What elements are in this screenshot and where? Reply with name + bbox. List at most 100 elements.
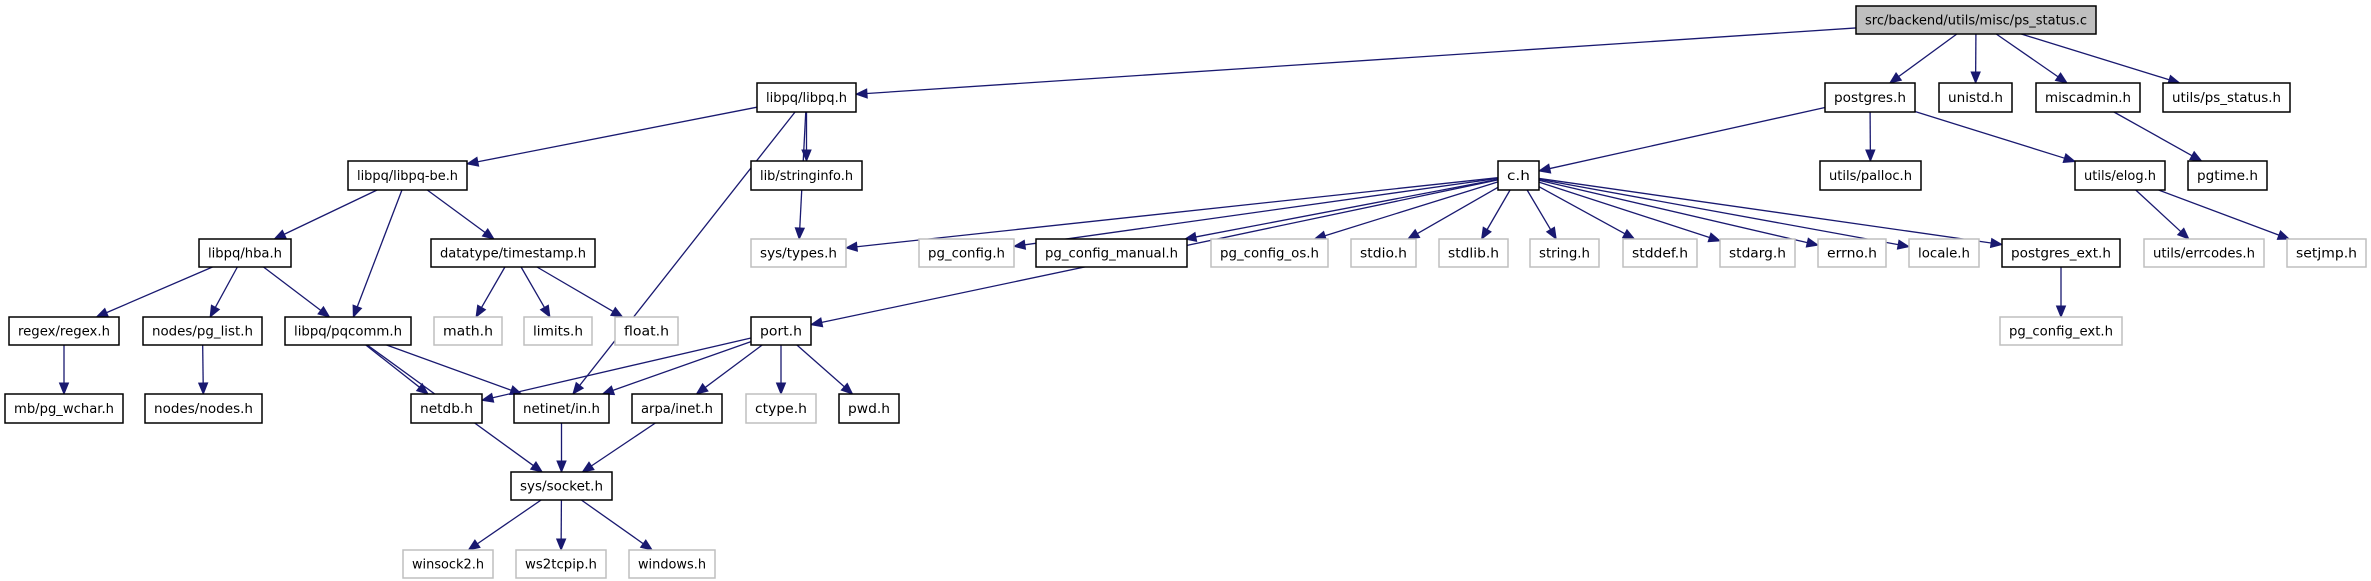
edge-line	[536, 266, 614, 313]
node-regex_h[interactable]: regex/regex.h	[8, 316, 120, 346]
node-elog_h[interactable]: utils/elog.h	[2074, 160, 2166, 191]
node-label: datatype/timestamp.h	[440, 247, 586, 262]
node-timestamp_h[interactable]: datatype/timestamp.h	[430, 238, 596, 268]
node-pg_wchar_h[interactable]: mb/pg_wchar.h	[4, 393, 124, 424]
node-pwd_h[interactable]: pwd.h	[838, 393, 900, 424]
node-box	[1350, 238, 1417, 268]
node-box	[750, 238, 847, 268]
node-pg_config_ext_h[interactable]: pg_config_ext.h	[1999, 316, 2123, 346]
arrowhead-icon	[1406, 228, 1421, 240]
node-errno_h[interactable]: errno.h	[1817, 238, 1887, 268]
node-ctype_h[interactable]: ctype.h	[745, 393, 817, 424]
node-libpq_h[interactable]: libpq/libpq.h	[756, 82, 857, 113]
node-label: stdarg.h	[1729, 247, 1786, 262]
edge-port_h-to-pwd_h	[796, 344, 854, 395]
node-stringinfo_h[interactable]: lib/stringinfo.h	[750, 160, 863, 191]
node-netdb_h[interactable]: netdb.h	[410, 393, 483, 424]
node-box	[347, 160, 468, 191]
node-box	[2286, 238, 2367, 268]
edge-sys_socket_h-to-ws2tcpip_h	[555, 499, 567, 552]
node-pqcomm_h[interactable]: libpq/pqcomm.h	[284, 316, 412, 346]
arrowhead-icon	[197, 382, 209, 396]
arrowhead-icon	[609, 306, 624, 318]
node-box	[2143, 238, 2265, 268]
arrowhead-icon	[2176, 227, 2190, 240]
node-box	[2001, 238, 2121, 268]
node-pg_config_manual_h[interactable]: pg_config_manual.h	[1035, 238, 1188, 268]
node-box	[1819, 160, 1922, 191]
node-libpq_be_h[interactable]: libpq/libpq-be.h	[347, 160, 468, 191]
edge-line	[2135, 189, 2182, 233]
node-c_h[interactable]: c.h	[1497, 160, 1540, 191]
node-label: libpq/libpq-be.h	[357, 169, 458, 184]
edge-libpq_be_h-to-timestamp_h	[426, 189, 496, 240]
node-pg_list_h[interactable]: nodes/pg_list.h	[142, 316, 263, 346]
node-stddef_h[interactable]: stddef.h	[1622, 238, 1698, 268]
edge-line	[1538, 186, 1626, 235]
arrowhead-icon	[2054, 72, 2069, 84]
node-box	[523, 316, 593, 346]
node-windows_h[interactable]: windows.h	[628, 549, 716, 579]
edge-miscadmin_h-to-pgtime_h	[2113, 111, 2203, 162]
node-box	[750, 316, 812, 346]
node-errcodes_h[interactable]: utils/errcodes.h	[2143, 238, 2265, 268]
node-postgres_h[interactable]: postgres.h	[1824, 82, 1916, 113]
node-label: windows.h	[638, 558, 706, 573]
node-label: locale.h	[1918, 247, 1970, 262]
node-ps_status_c[interactable]: src/backend/utils/misc/ps_status.c	[1855, 5, 2097, 35]
node-nodes_h[interactable]: nodes/nodes.h	[144, 393, 263, 424]
node-miscadmin_h[interactable]: miscadmin.h	[2035, 82, 2141, 113]
node-label: c.h	[1507, 169, 1530, 184]
node-limits_h[interactable]: limits.h	[523, 316, 593, 346]
arrowhead-icon	[1012, 239, 1027, 250]
arrowhead-icon	[352, 304, 363, 319]
node-box	[1035, 238, 1188, 268]
node-pg_config_h[interactable]: pg_config.h	[918, 238, 1015, 268]
node-locale_h[interactable]: locale.h	[1908, 238, 1980, 268]
node-stdarg_h[interactable]: stdarg.h	[1719, 238, 1796, 268]
node-label: libpq/pqcomm.h	[294, 325, 402, 340]
arrowhead-icon	[273, 229, 287, 240]
node-sys_types_h[interactable]: sys/types.h	[750, 238, 847, 268]
node-ws2tcpip_h[interactable]: ws2tcpip.h	[515, 549, 607, 579]
edge-line	[477, 499, 542, 545]
node-hba_h[interactable]: libpq/hba.h	[198, 238, 292, 268]
node-netinet_in_h[interactable]: netinet/in.h	[513, 393, 610, 424]
node-postgres_ext_h[interactable]: postgres_ext.h	[2001, 238, 2121, 268]
node-stdlib_h[interactable]: stdlib.h	[1438, 238, 1509, 268]
edge-c_h-to-stdlib_h	[1480, 189, 1511, 241]
edge-pqcomm_h-to-netdb_h	[365, 344, 430, 395]
arrowhead-icon	[1865, 149, 1876, 163]
edge-regex_h-to-pg_wchar_h	[58, 345, 70, 396]
arrowhead-icon	[480, 392, 495, 403]
edge-line	[263, 266, 322, 311]
node-float_h[interactable]: float.h	[614, 316, 679, 346]
node-math_h[interactable]: math.h	[433, 316, 503, 346]
node-box	[614, 316, 679, 346]
node-winsock2_h[interactable]: winsock2.h	[402, 549, 494, 579]
node-arpa_inet_h[interactable]: arpa/inet.h	[631, 393, 723, 424]
edge-postgres_ext_h-to-pg_config_ext_h	[2055, 267, 2067, 319]
node-pg_config_os_h[interactable]: pg_config_os.h	[1210, 238, 1329, 268]
node-label: limits.h	[533, 325, 583, 340]
node-unistd_h[interactable]: unistd.h	[1938, 82, 2013, 113]
node-sys_socket_h[interactable]: sys/socket.h	[510, 471, 613, 501]
node-ps_status_h[interactable]: utils/ps_status.h	[2162, 82, 2291, 113]
arrowhead-icon	[1183, 231, 1198, 243]
node-label: utils/ps_status.h	[2172, 91, 2281, 106]
edge-line	[1538, 178, 1899, 246]
node-palloc_h[interactable]: utils/palloc.h	[1819, 160, 1922, 191]
node-port_h[interactable]: port.h	[750, 316, 812, 346]
arrowhead-icon	[1480, 226, 1492, 241]
node-stdio_h[interactable]: stdio.h	[1350, 238, 1417, 268]
edge-line	[1526, 189, 1552, 230]
node-pgtime_h[interactable]: pgtime.h	[2187, 160, 2268, 191]
edge-line	[2158, 189, 2280, 236]
node-box	[745, 393, 817, 424]
arrowhead-icon	[840, 382, 854, 395]
node-label: stddef.h	[1632, 247, 1688, 262]
node-string_h[interactable]: string.h	[1529, 238, 1600, 268]
node-setjmp_h[interactable]: setjmp.h	[2286, 238, 2367, 268]
arrowhead-icon	[1621, 228, 1636, 240]
arrowhead-icon	[2062, 153, 2077, 164]
